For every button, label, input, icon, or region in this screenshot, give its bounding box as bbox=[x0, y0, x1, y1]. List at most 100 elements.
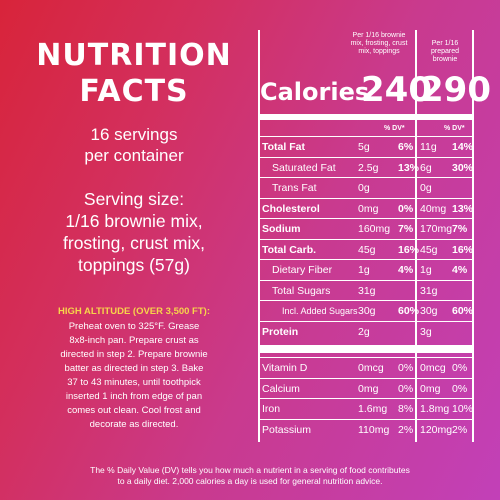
amount-col1: 5g bbox=[358, 141, 370, 153]
amount-col2: 0g bbox=[420, 182, 432, 194]
vitamin-divider bbox=[258, 345, 474, 353]
dv-percent-col1: 8% bbox=[398, 403, 414, 415]
page-title: NUTRITION FACTS bbox=[24, 38, 244, 110]
nutrient-label: Potassium bbox=[262, 423, 312, 436]
nutrient-label: Total Sugars bbox=[272, 284, 331, 297]
nutrient-label: Trans Fat bbox=[272, 182, 317, 194]
nutrient-row: Iron 1.6mg 8% 1.8mg 10% bbox=[258, 398, 474, 420]
dv-percent-col1: 13% bbox=[398, 161, 420, 174]
nutrient-label: Total Carb. bbox=[262, 243, 317, 256]
dv-percent-col1: 6% bbox=[398, 141, 414, 153]
dv-percent-col1: 16% bbox=[398, 243, 420, 256]
footnote-line-1: The % Daily Value (DV) tells you how muc… bbox=[90, 465, 410, 475]
nutrient-row: Saturated Fat 2.5g 13% 6g 30% bbox=[258, 156, 474, 179]
amount-col2: 1g bbox=[420, 264, 432, 276]
servings-per-container: 16 servings per container bbox=[24, 124, 244, 166]
amount-col2: 11g bbox=[420, 141, 437, 153]
amount-col1: 0mg bbox=[358, 382, 379, 395]
dv-percent-col2: 7% bbox=[452, 223, 468, 235]
nutrient-label: Total Fat bbox=[262, 141, 305, 153]
amount-col2: 30g bbox=[420, 305, 438, 317]
nutrient-row: Trans Fat 0g 0g bbox=[258, 177, 474, 199]
table-border-right bbox=[472, 30, 474, 442]
left-panel: NUTRITION FACTS 16 servings per containe… bbox=[24, 38, 244, 432]
dv-percent-col2: 4% bbox=[452, 264, 468, 276]
dv-percent-col2: 30% bbox=[452, 161, 474, 174]
amount-col1: 30g bbox=[358, 305, 376, 317]
calories-divider bbox=[258, 114, 474, 120]
dv-percent-col2: 16% bbox=[452, 243, 474, 256]
dv-percent-col2: 14% bbox=[452, 141, 474, 153]
table-column-divider bbox=[415, 30, 417, 442]
nutrient-row: Sodium 160mg 7% 170mg 7% bbox=[258, 218, 474, 240]
nutrient-row: Dietary Fiber 1g 4% 1g 4% bbox=[258, 259, 474, 281]
nutrient-row: Protein 2g 3g bbox=[258, 320, 474, 343]
calories-label: Calories bbox=[260, 78, 370, 106]
column-1-header-line: Per 1/16 brownie bbox=[352, 32, 406, 39]
serving-size-line-1: Serving size: bbox=[83, 189, 185, 209]
amount-col2: 31g bbox=[420, 284, 438, 297]
amount-col1: 0mcg bbox=[358, 362, 384, 374]
high-altitude-instructions: Preheat oven to 325°F. Grease 8x8-inch pa… bbox=[24, 320, 244, 432]
servings-line-1: 16 servings bbox=[90, 125, 178, 144]
amount-col2: 170mg bbox=[420, 223, 453, 235]
nutrition-facts-table: Per 1/16 brownie mix, frosting, crust mix,… bbox=[258, 30, 491, 442]
amount-col2: 1.8mg bbox=[420, 403, 450, 415]
table-border-left bbox=[258, 30, 260, 442]
nutrient-label: Incl. Added Sugars bbox=[282, 306, 358, 316]
amount-col1: 110mg bbox=[358, 423, 390, 436]
nutrient-label: Iron bbox=[262, 403, 281, 415]
high-altitude-line: decorate as directed. bbox=[89, 419, 179, 430]
high-altitude-line: inserted 1 inch from edge of pan bbox=[65, 391, 203, 402]
serving-size: Serving size: 1/16 brownie mix, frosting… bbox=[24, 188, 244, 276]
footnote-line-2: to a daily diet. 2,000 calories a day is… bbox=[117, 476, 383, 486]
dv-percent-col1: 0% bbox=[398, 382, 414, 395]
dv-percent-col1: 0% bbox=[398, 202, 414, 215]
amount-col2: 40mg bbox=[420, 202, 447, 215]
high-altitude-line: directed in step 2. Prepare brownie bbox=[60, 349, 208, 360]
column-1-header-line: mix, frosting, crust bbox=[350, 40, 408, 47]
nutrient-label: Calcium bbox=[262, 382, 300, 395]
dv-percent-col2: 0% bbox=[452, 382, 468, 395]
daily-value-footnote: The % Daily Value (DV) tells you how muc… bbox=[30, 465, 470, 487]
nutrient-row: Total Carb. 45g 16% 45g 16% bbox=[258, 238, 474, 261]
high-altitude-line: Preheat oven to 325°F. Grease bbox=[68, 321, 200, 332]
calories-value-col1: 240 bbox=[361, 70, 432, 110]
nutrient-row: Calcium 0mg 0% 0mg 0% bbox=[258, 377, 474, 400]
dv-percent-col1: 2% bbox=[398, 423, 414, 436]
amount-col2: 6g bbox=[420, 161, 432, 174]
dv-header-col2: % DV* bbox=[444, 125, 465, 132]
dv-percent-col1: 7% bbox=[398, 223, 414, 235]
column-2-header-line: brownie bbox=[432, 56, 458, 63]
serving-size-line-2: 1/16 brownie mix, bbox=[65, 211, 203, 231]
nutrient-label: Vitamin D bbox=[262, 362, 308, 374]
dv-percent-col2: 10% bbox=[452, 403, 474, 415]
high-altitude-line: comes out clean. Cool frost and bbox=[67, 405, 201, 416]
nutrient-row: Potassium 110mg 2% 120mg 2% bbox=[258, 418, 474, 441]
high-altitude-heading: HIGH ALTITUDE (OVER 3,500 FT): bbox=[57, 306, 210, 317]
amount-col1: 0g bbox=[358, 182, 370, 194]
amount-col2: 120mg bbox=[420, 423, 453, 436]
amount-col1: 2.5g bbox=[358, 161, 379, 174]
serving-size-line-3: frosting, crust mix, bbox=[63, 233, 205, 253]
dv-percent-col2: 60% bbox=[452, 305, 474, 317]
nutrient-label: Cholesterol bbox=[262, 202, 320, 215]
high-altitude-line: batter as directed in step 3. Bake bbox=[64, 363, 204, 374]
serving-size-line-4: toppings (57g) bbox=[78, 255, 190, 275]
nutrient-row: Vitamin D 0mcg 0% 0mcg 0% bbox=[258, 357, 474, 379]
amount-col2: 45g bbox=[420, 243, 438, 256]
dv-percent-col1: 0% bbox=[398, 362, 414, 374]
dv-percent-col2: 2% bbox=[452, 423, 468, 436]
amount-col1: 0mg bbox=[358, 202, 379, 215]
column-1-header: Per 1/16 brownie mix, frosting, crust mix,… bbox=[344, 32, 414, 56]
amount-col1: 1.6mg bbox=[358, 403, 388, 415]
nutrient-row: Incl. Added Sugars 30g 60% 30g 60% bbox=[258, 300, 474, 322]
dv-percent-col1: 4% bbox=[398, 264, 414, 276]
nutrient-row: Cholesterol 0mg 0% 40mg 13% bbox=[258, 197, 474, 220]
calories-value-col2: 290 bbox=[420, 70, 491, 110]
amount-col2: 3g bbox=[420, 325, 432, 338]
nutrient-row: Total Sugars 31g 31g bbox=[258, 279, 474, 302]
amount-col1: 1g bbox=[358, 264, 370, 276]
amount-col1: 160mg bbox=[358, 223, 391, 235]
nutrient-label: Sodium bbox=[262, 223, 301, 235]
